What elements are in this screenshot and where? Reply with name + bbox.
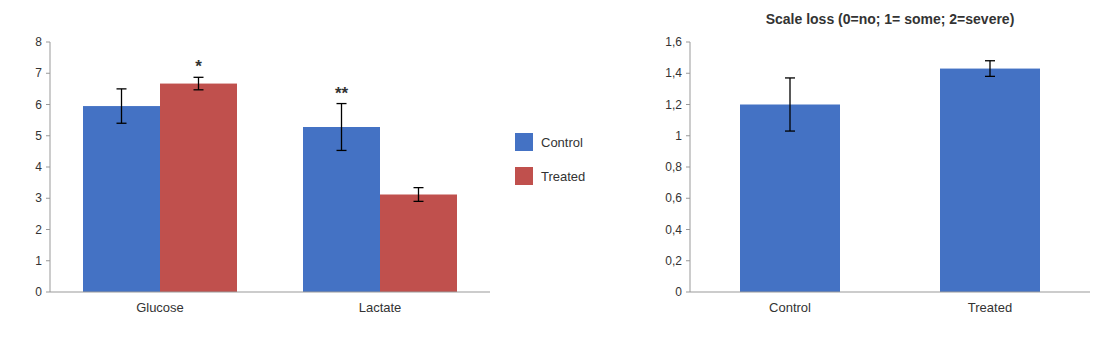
error-cap [194, 77, 204, 78]
y-tick-label: 0 [675, 285, 682, 299]
x-axis [50, 292, 490, 293]
error-cap [785, 77, 795, 78]
y-axis [690, 42, 691, 292]
legend: Control Treated [515, 133, 585, 185]
error-line [418, 188, 419, 202]
y-tick [46, 229, 50, 230]
error-bar [985, 61, 995, 77]
page: {"chart_data": [ {"type": "bar", "catego… [0, 0, 1119, 337]
y-tick-label: 2 [35, 223, 42, 237]
y-tick-label: 3 [35, 191, 42, 205]
error-cap [414, 201, 424, 202]
error-line [341, 104, 342, 151]
x-tick-label: Treated [968, 300, 1012, 315]
y-tick [686, 292, 690, 293]
y-tick [46, 260, 50, 261]
y-tick-label: 4 [35, 160, 42, 174]
y-tick [686, 42, 690, 43]
y-tick-label: 0,6 [665, 191, 682, 205]
error-bar [414, 188, 424, 202]
y-tick-label: 0,8 [665, 160, 682, 174]
y-tick-label: 6 [35, 98, 42, 112]
y-tick-label: 1,2 [665, 98, 682, 112]
bar [160, 84, 237, 292]
error-cap [785, 130, 795, 131]
legend-label: Control [541, 135, 583, 150]
error-bar [337, 104, 347, 151]
bar [303, 127, 380, 292]
y-tick [46, 167, 50, 168]
y-tick [46, 73, 50, 74]
chart: 0 0,2 0,4 0,6 0,8 1 1,2 1,4 1,6 Control Treated Sca… [665, 11, 1090, 315]
bar [940, 69, 1040, 292]
legend-label: Treated [541, 169, 585, 184]
y-tick-label: 7 [35, 66, 42, 80]
y-tick-label: 1 [675, 129, 682, 143]
error-bar [785, 78, 795, 131]
y-tick [686, 229, 690, 230]
annotation: ** [335, 84, 349, 103]
y-tick [686, 135, 690, 136]
x-axis [690, 292, 1090, 293]
y-tick-label: 5 [35, 129, 42, 143]
y-tick [686, 104, 690, 105]
y-tick [46, 42, 50, 43]
legend-swatch [515, 167, 533, 185]
error-cap [337, 150, 347, 151]
error-cap [117, 88, 127, 89]
y-tick [46, 292, 50, 293]
error-cap [117, 123, 127, 124]
error-cap [414, 187, 424, 188]
y-tick-label: 8 [35, 35, 42, 49]
y-tick-label: 1,4 [665, 66, 682, 80]
y-tick-label: 0,2 [665, 254, 682, 268]
y-tick [46, 104, 50, 105]
y-tick-label: 1,6 [665, 35, 682, 49]
y-tick [686, 260, 690, 261]
title: Scale loss (0=no; 1= some; 2=severe) [766, 11, 1015, 27]
bar [83, 106, 160, 292]
error-line [789, 78, 790, 131]
y-tick-label: 0,4 [665, 223, 682, 237]
legend-swatch [515, 133, 533, 151]
y-axis [50, 42, 51, 292]
error-cap [337, 103, 347, 104]
annotation: * [195, 57, 202, 76]
error-cap [985, 60, 995, 61]
x-tick-label: Control [769, 300, 811, 315]
chart: 012345678GlucoseLactate*** [35, 35, 490, 315]
plot-area [83, 77, 457, 292]
x-tick-label: Lactate [359, 300, 402, 315]
bar [380, 195, 457, 293]
error-cap [194, 89, 204, 90]
y-tick-label: 0 [35, 285, 42, 299]
error-line [198, 77, 199, 90]
error-bar [194, 77, 204, 90]
y-tick [686, 198, 690, 199]
plot-area [740, 61, 1040, 292]
error-line [121, 89, 122, 123]
error-line [989, 61, 990, 77]
error-bar [117, 89, 127, 123]
y-tick [686, 73, 690, 74]
y-tick [686, 167, 690, 168]
chart-canvas: 012345678GlucoseLactate***ControlTreated… [0, 0, 1119, 337]
y-tick [46, 198, 50, 199]
y-tick-label: 1 [35, 254, 42, 268]
x-tick-label: Glucose [136, 300, 184, 315]
y-tick [46, 135, 50, 136]
error-cap [985, 76, 995, 77]
bar [740, 105, 840, 293]
